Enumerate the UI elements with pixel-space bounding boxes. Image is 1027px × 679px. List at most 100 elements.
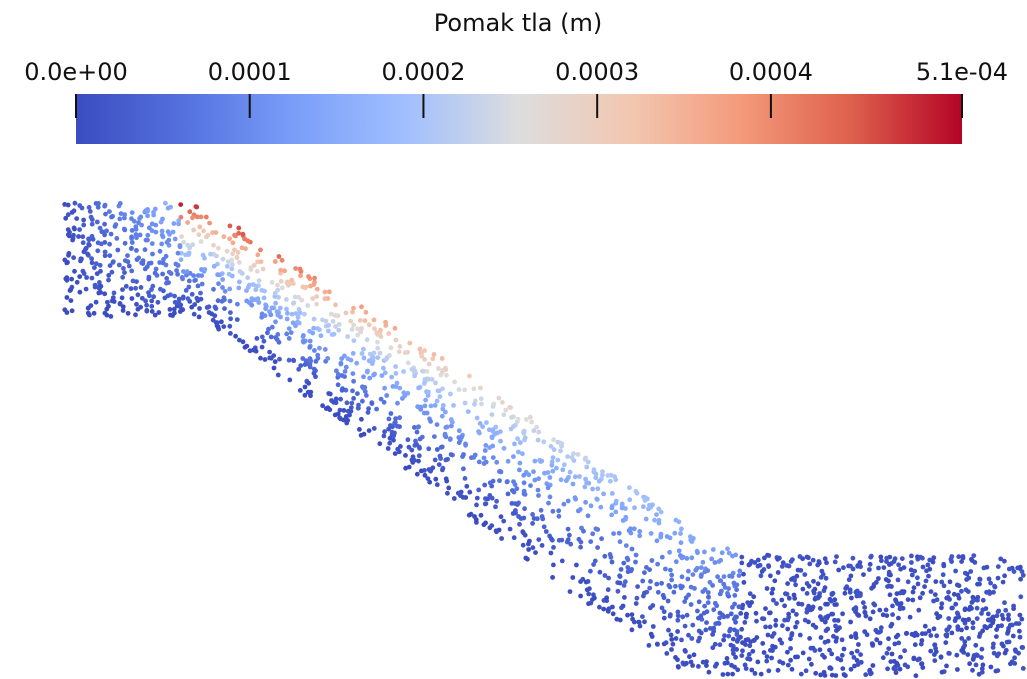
data-point — [899, 556, 905, 561]
data-point — [222, 306, 227, 311]
data-point — [867, 561, 873, 567]
data-point — [227, 223, 233, 229]
data-point — [627, 497, 633, 503]
data-point — [903, 631, 909, 636]
data-point — [530, 512, 535, 517]
data-point — [382, 385, 387, 391]
data-point — [522, 506, 527, 512]
data-point — [551, 562, 556, 568]
data-point — [612, 474, 617, 479]
data-point — [794, 620, 800, 625]
data-point — [949, 630, 955, 636]
data-point — [572, 474, 578, 480]
data-point — [312, 348, 317, 353]
data-point — [443, 409, 448, 415]
data-point — [160, 271, 166, 277]
data-point — [102, 221, 107, 227]
data-point — [69, 308, 75, 314]
data-point — [222, 297, 227, 303]
data-point — [275, 312, 281, 318]
data-point — [302, 285, 308, 291]
data-point — [782, 603, 787, 609]
data-point — [134, 235, 139, 241]
data-point — [682, 623, 688, 629]
data-point — [973, 642, 979, 648]
data-point — [460, 454, 465, 459]
data-point — [848, 619, 853, 625]
data-point — [544, 481, 550, 487]
data-point — [717, 642, 723, 648]
data-point — [617, 617, 623, 623]
data-point — [966, 607, 972, 612]
data-point — [369, 400, 375, 406]
data-point — [852, 663, 857, 669]
data-point — [293, 266, 298, 271]
data-point — [686, 592, 691, 598]
data-point — [331, 331, 337, 337]
data-point — [791, 592, 797, 598]
data-point — [673, 636, 679, 641]
data-point — [106, 277, 111, 283]
data-point — [422, 403, 428, 409]
data-point — [109, 214, 114, 220]
data-point — [884, 555, 890, 561]
data-point — [595, 545, 600, 550]
data-point — [498, 514, 504, 520]
data-point — [636, 619, 641, 625]
data-point — [333, 302, 338, 308]
data-point — [766, 668, 772, 674]
data-point — [202, 255, 207, 261]
data-point — [275, 372, 281, 378]
data-point — [549, 462, 555, 468]
data-point — [730, 671, 735, 677]
data-point — [648, 605, 653, 611]
data-point — [872, 602, 878, 608]
data-point — [371, 426, 377, 431]
data-point — [829, 592, 835, 597]
data-point — [258, 259, 264, 264]
data-point — [1003, 607, 1009, 613]
data-point — [306, 274, 311, 279]
data-point — [886, 578, 891, 584]
data-point — [314, 301, 319, 307]
data-point — [737, 568, 743, 574]
data-point — [712, 641, 718, 647]
data-point — [550, 468, 556, 474]
data-point — [214, 320, 220, 326]
data-point — [602, 573, 608, 578]
data-point — [83, 245, 89, 251]
data-point — [120, 308, 126, 313]
data-point — [421, 410, 427, 416]
data-point — [166, 237, 172, 243]
data-point — [816, 594, 822, 599]
data-point — [197, 224, 203, 230]
data-point — [181, 239, 187, 245]
data-point — [895, 577, 901, 583]
data-point — [539, 514, 545, 519]
data-point — [464, 483, 470, 489]
data-point — [337, 407, 343, 413]
data-point — [617, 574, 623, 579]
data-point — [388, 345, 394, 351]
data-point — [428, 419, 433, 424]
data-point — [469, 455, 474, 461]
data-point — [417, 445, 422, 451]
data-point — [92, 282, 98, 288]
data-point — [1002, 650, 1008, 656]
data-point — [529, 419, 534, 425]
data-point — [448, 391, 453, 397]
data-point — [960, 647, 966, 652]
data-point — [494, 459, 500, 465]
data-point — [853, 631, 858, 637]
data-point — [358, 329, 364, 335]
data-point — [647, 585, 653, 591]
data-point — [686, 632, 691, 638]
data-point — [848, 573, 854, 579]
data-point — [920, 590, 925, 596]
data-point — [971, 598, 976, 603]
data-point — [229, 262, 235, 267]
data-point — [684, 556, 690, 561]
data-point — [588, 539, 594, 544]
data-point — [593, 471, 599, 477]
data-point — [401, 369, 406, 374]
